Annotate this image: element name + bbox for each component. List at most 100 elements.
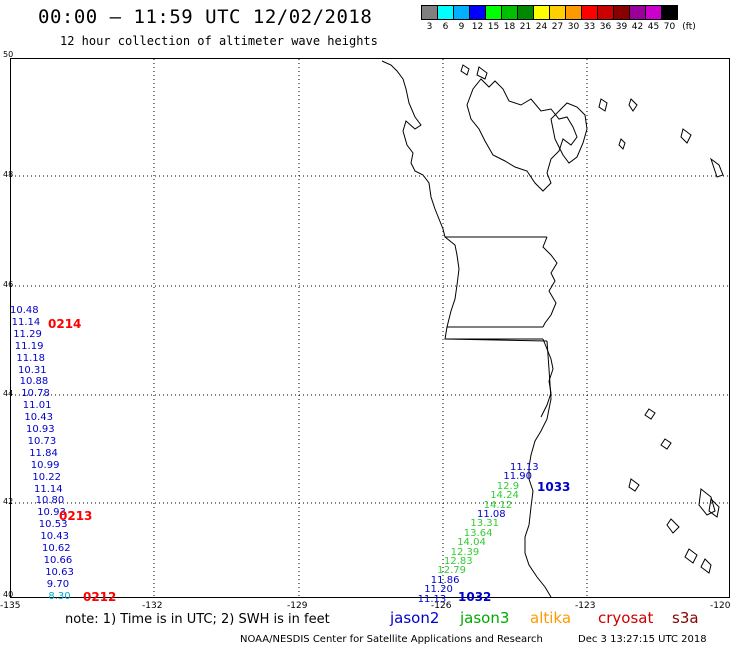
lake-8 [700,558,712,574]
page-subtitle: 12 hour collection of altimeter wave hei… [60,34,378,48]
lat-label: 44 [3,389,14,398]
color-scale-label: 18 [503,22,516,32]
lake-3 [628,478,640,492]
island-7 [710,157,724,178]
color-scale-label: 30 [567,22,580,32]
lake-7 [684,548,698,564]
swh-value: 10.48 [10,305,39,316]
mission-s3a: s3a [672,609,699,627]
color-scale [421,5,678,20]
color-scale-label: 39 [615,22,628,32]
color-scale-swatch [581,5,598,20]
swh-value: 10.31 [18,364,47,376]
swh-value: 9.70 [46,578,70,590]
lake-2 [660,438,672,450]
swh-value: 12.79 [437,565,467,577]
pass-label: 1032 [458,590,492,604]
lon-label: -132 [142,601,163,611]
color-scale-swatch [549,5,566,20]
color-scale-swatch [501,5,518,20]
lat-label: 50 [3,50,14,59]
footer-timestamp: Dec 3 13:27:15 UTC 2018 [578,634,707,645]
swh-value: 10.62 [42,543,71,554]
swh-value: 11.13 [510,462,539,473]
swh-value: 14.24 [490,490,519,502]
swh-value: 10.43 [24,412,54,424]
swh-value: 11.29 [13,328,42,340]
color-scale-label: 36 [599,22,612,32]
swh-value: 11.01 [22,400,52,412]
color-scale-swatch [613,5,630,20]
lon-label: -126 [431,601,452,611]
graticule [11,59,729,597]
lon-label: -120 [710,601,731,611]
pass-label: 0213 [59,509,93,523]
footer-credit: NOAA/NESDIS Center for Satellite Applica… [240,634,543,645]
pass-label: 0214 [48,317,82,331]
legend-note: note: 1) Time is in UTC; 2) SWH is in fe… [65,612,330,627]
swh-value: 10.93 [37,507,66,519]
pass-label: 0212 [83,590,117,604]
lat-label: 42 [3,497,14,506]
swh-value: 10.66 [43,554,73,566]
color-scale-label: 33 [583,22,596,32]
lon-label: -123 [575,601,596,611]
color-scale-label: 45 [647,22,660,32]
swh-value: 11.14 [34,483,63,495]
color-scale-swatch [453,5,470,20]
color-scale-label: 3 [426,22,433,32]
mission-jason3: jason3 [460,609,510,627]
map-frame [10,58,730,598]
swh-value: 10.80 [35,495,65,507]
swh-value: 10.78 [21,388,50,400]
swh-value: 12.9 [496,480,520,492]
color-scale-label: 24 [535,22,548,32]
swh-value: 11.19 [14,340,44,352]
color-scale-label: 27 [551,22,564,32]
lake-6 [666,518,680,534]
swh-value: 11.18 [16,352,46,364]
island-2 [460,64,470,76]
island-1 [476,66,488,80]
color-scale-swatch [517,5,534,20]
color-scale-swatch [485,5,502,20]
mission-cryosat: cryosat [598,609,654,627]
swh-value: 14.12 [483,499,513,511]
swh-value: 13.64 [463,527,493,539]
lake-1 [644,408,656,420]
swh-value: 11.84 [29,447,58,459]
swh-value: 10.88 [19,376,49,388]
swh-value: 11.20 [424,584,453,596]
swh-value: 10.22 [32,471,62,483]
color-scale-swatch [533,5,550,20]
swh-value: 10.53 [38,519,68,531]
pass-label: 1033 [537,480,571,494]
color-scale-label: 6 [442,22,449,32]
color-scale-unit: (ft) [682,22,696,32]
swh-value: 10.99 [30,459,60,471]
lon-label: -135 [0,601,21,611]
mission-jason2: jason2 [390,609,440,627]
coastline [381,60,724,597]
inlet [550,102,588,164]
island-3 [598,98,608,112]
puget-sound [466,78,578,192]
color-scale-label: 21 [519,22,532,32]
us-west-coast [381,60,552,597]
lon-label: -129 [287,601,308,611]
swh-value: 10.93 [26,424,55,435]
color-scale-swatch [597,5,614,20]
swh-value: 12.39 [450,546,480,558]
color-scale-label: 42 [631,22,644,32]
swh-value: 11.08 [477,509,506,520]
color-scale-swatch [437,5,454,20]
swh-value: 10.63 [45,566,74,578]
swh-value: 12.83 [444,556,473,567]
color-scale-label: 12 [471,22,484,32]
page-title: 00:00 – 11:59 UTC 12/02/2018 [38,6,373,28]
lake-4 [698,488,716,516]
color-scale-label: 9 [458,22,465,32]
map-canvas [11,59,729,597]
color-scale-swatch [565,5,582,20]
color-scale-swatch [645,5,662,20]
